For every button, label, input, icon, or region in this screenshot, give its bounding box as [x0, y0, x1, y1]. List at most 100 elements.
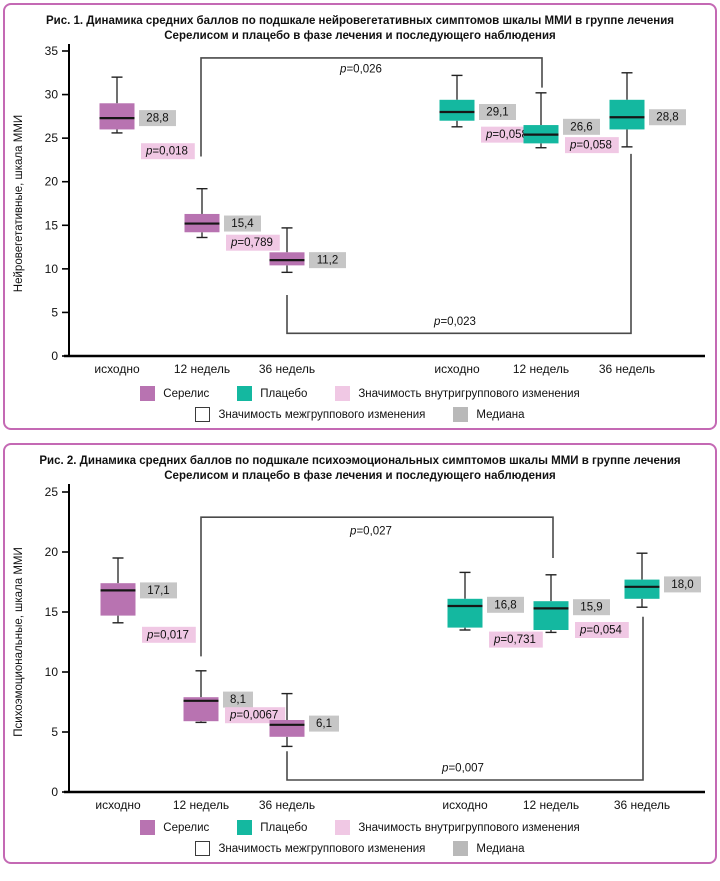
box	[624, 579, 660, 599]
legend-item-serelis: Серелис	[140, 386, 209, 401]
median-value-label: 28,8	[146, 113, 168, 125]
significance-bracket	[200, 516, 554, 657]
box	[100, 583, 136, 616]
figure-2-title: Рис. 2. Динамика средних баллов по подшк…	[5, 454, 715, 484]
x-category-label: исходно	[434, 362, 480, 376]
p-value-label-bg	[481, 126, 535, 143]
p-value-label: p=0,058	[485, 129, 528, 141]
legend-label: Значимость межгруппового изменения	[218, 408, 426, 421]
box	[447, 598, 483, 628]
legend-row-1: Серелис Плацебо Значимость внутригрупповог…	[140, 386, 580, 401]
y-axis-tick-label: 5	[51, 725, 58, 739]
y-axis-tick-label: 5	[51, 305, 58, 319]
legend-label: Значимость внутригруппового изменения	[358, 387, 580, 400]
significance-bracket	[286, 153, 632, 335]
figure-1-legend: Серелис Плацебо Значимость внутригрупповог…	[5, 386, 715, 422]
legend-item-within-group-significance: Значимость внутригруппового изменения	[335, 820, 580, 835]
x-category-label: 12 недель	[173, 798, 229, 812]
median-value-label-bg	[223, 691, 253, 708]
median-value-label-bg	[140, 582, 177, 599]
y-axis-tick-label: 25	[45, 485, 59, 499]
x-category-label: 12 недель	[513, 362, 569, 376]
figure-1-title: Рис. 1. Динамика средних баллов по подшк…	[5, 14, 715, 44]
median-value-label: 28,8	[656, 112, 678, 124]
x-category-label: 36 недель	[599, 362, 655, 376]
legend-label: Медиана	[476, 408, 525, 421]
box	[99, 103, 135, 130]
figure-1-panel: Рис. 1. Динамика средних баллов по подшк…	[3, 3, 717, 430]
y-axis-tick-label: 0	[51, 785, 58, 799]
median-swatch-icon	[453, 407, 469, 422]
median-value-label-bg	[487, 596, 524, 613]
legend-item-between-group-significance: Значимость межгруппового изменения	[195, 407, 425, 422]
median-value-label: 15,4	[231, 218, 254, 230]
y-axis-tick-label: 15	[45, 218, 59, 232]
legend-label: Серелис	[163, 821, 210, 834]
between-group-significance-swatch-icon	[195, 407, 211, 422]
legend-item-within-group-significance: Значимость внутригруппового изменения	[335, 386, 580, 401]
legend-item-between-group-significance: Значимость межгруппового изменения	[195, 841, 425, 856]
p-value-label-bg	[142, 626, 196, 643]
median-value-label-bg	[224, 215, 261, 232]
significance-bracket	[286, 616, 644, 781]
median-value-label: 6,1	[316, 718, 332, 730]
box	[609, 99, 645, 130]
box	[439, 99, 475, 121]
figure-2-title-line-1: Рис. 2. Динамика средних баллов по подшк…	[39, 455, 681, 467]
within-group-significance-swatch-icon	[335, 820, 351, 835]
median-value-label: 18,0	[671, 579, 693, 591]
median-value-label-bg	[309, 252, 346, 269]
p-value-label: p=0,017	[146, 629, 189, 641]
median-value-label-bg	[649, 109, 686, 126]
placebo-swatch-icon	[237, 386, 253, 401]
x-category-label: 36 недель	[614, 798, 670, 812]
y-axis-tick-label: 0	[51, 349, 58, 363]
p-value-label: p=0,054	[579, 625, 623, 637]
p-value-label-bg	[575, 622, 629, 638]
y-axis-tick-label: 10	[45, 262, 59, 276]
placebo-swatch-icon	[237, 820, 253, 835]
figure-1-title-line-2: Серелисом и плацебо в фазе лечения и пос…	[164, 30, 556, 42]
median-value-label-bg	[573, 599, 610, 616]
legend-label: Значимость межгруппового изменения	[218, 842, 426, 855]
p-value-label: p=0,058	[569, 140, 612, 152]
serelis-swatch-icon	[140, 820, 156, 835]
y-axis-tick-label: 35	[45, 44, 59, 58]
p-value-label: p=0,018	[145, 146, 188, 158]
y-axis-tick-label: 30	[45, 88, 59, 102]
p-value-label: p=0,0067	[229, 710, 278, 722]
figure-2-title-line-2: Серелисом и плацебо в фазе лечения и пос…	[164, 470, 556, 482]
median-value-label: 17,1	[147, 585, 169, 597]
serelis-swatch-icon	[140, 386, 156, 401]
median-swatch-icon	[453, 841, 469, 856]
x-category-label: исходно	[94, 362, 140, 376]
within-group-significance-swatch-icon	[335, 386, 351, 401]
legend-label: Серелис	[163, 387, 210, 400]
x-category-label: 36 недель	[259, 362, 315, 376]
significance-bracket	[200, 57, 543, 157]
legend-label: Плацебо	[260, 821, 308, 834]
x-category-label: 36 недель	[259, 798, 315, 812]
legend-item-placebo: Плацебо	[237, 386, 307, 401]
legend-label: Медиана	[476, 842, 525, 855]
bracket-p-value-label: p=0,026	[339, 63, 382, 75]
median-value-label-bg	[309, 715, 339, 732]
figure-2-legend: Серелис Плацебо Значимость внутригрупповог…	[5, 820, 715, 856]
legend-row-2: Значимость межгруппового изменения Медиан…	[195, 841, 525, 856]
p-value-label-bg	[225, 707, 286, 724]
figure-1-title-line-1: Рис. 1. Динамика средних баллов по подшк…	[45, 15, 674, 27]
bracket-p-value-label: p=0,023	[433, 316, 476, 328]
legend-row-2: Значимость межгруппового изменения Медиан…	[195, 407, 525, 422]
figure-2-panel: Рис. 2. Динамика средних баллов по подшк…	[3, 443, 717, 864]
p-value-label: p=0,789	[230, 237, 273, 249]
median-value-label: 15,9	[580, 602, 602, 614]
median-value-label-bg	[664, 576, 701, 593]
legend-label: Плацебо	[260, 387, 308, 400]
x-category-label: 12 недель	[174, 362, 230, 376]
y-axis-tick-label: 20	[45, 175, 59, 189]
p-value-label-bg	[489, 631, 543, 648]
y-axis-title: Психоэмоциональные, шкала ММИ	[13, 547, 25, 737]
p-value-label-bg	[565, 137, 619, 154]
median-value-label-bg	[563, 118, 600, 135]
bracket-p-value-label: p=0,027	[349, 526, 392, 538]
